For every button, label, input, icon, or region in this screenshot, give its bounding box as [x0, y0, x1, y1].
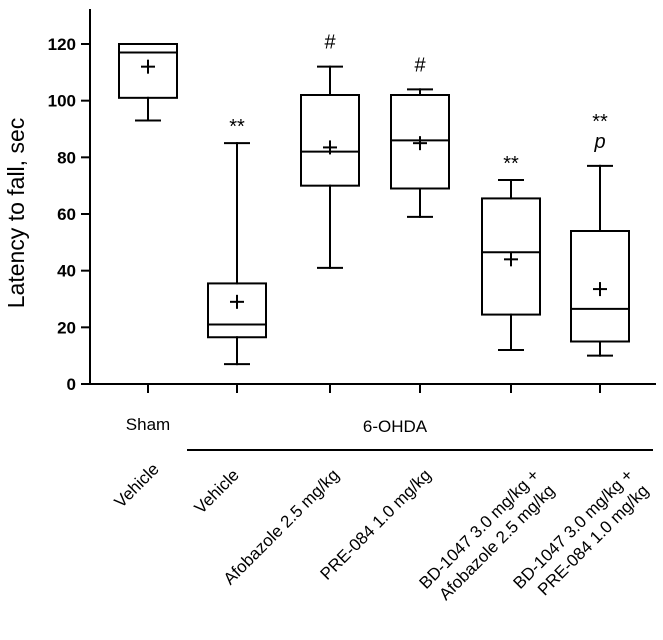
iqr-box	[118, 43, 178, 99]
y-tick-label: 120	[48, 35, 76, 54]
box-1	[118, 43, 178, 122]
y-tick-label: 40	[57, 262, 76, 281]
iqr-box	[300, 94, 360, 187]
iqr-box	[481, 197, 541, 316]
boxes: **##**p**	[118, 32, 630, 366]
box-6: p**	[570, 111, 630, 357]
significance-mark: #	[414, 54, 426, 76]
iqr-box	[570, 230, 630, 343]
y-tick-label: 0	[67, 375, 76, 394]
y-tick-label: 100	[48, 92, 76, 111]
significance-mark: #	[324, 32, 336, 54]
group-label-sham: Sham	[126, 415, 170, 434]
y-tick-label: 60	[57, 205, 76, 224]
iqr-box	[390, 94, 450, 190]
box-3: #	[300, 32, 360, 269]
significance-mark: p	[593, 131, 605, 153]
category-label-1: Vehicle	[111, 459, 163, 511]
category-label-line: Vehicle	[111, 459, 163, 511]
iqr-box	[207, 282, 267, 339]
significance-mark: **	[229, 116, 245, 138]
box-5: **	[481, 153, 541, 351]
group-label-6ohda: 6-OHDA	[363, 417, 428, 436]
category-label-line: Vehicle	[191, 465, 243, 517]
box-4: #	[390, 54, 450, 218]
significance-mark: **	[592, 111, 608, 133]
y-axis-title: Latency to fall, sec	[3, 118, 29, 309]
box-2: **	[207, 116, 267, 366]
axes: 0 20 40 60 80 100 120 Latency to fall, sec	[3, 9, 656, 394]
significance-mark: **	[503, 153, 519, 175]
y-tick-label: 80	[57, 148, 76, 167]
category-label-2: Vehicle	[191, 465, 243, 517]
y-tick-label: 20	[57, 318, 76, 337]
